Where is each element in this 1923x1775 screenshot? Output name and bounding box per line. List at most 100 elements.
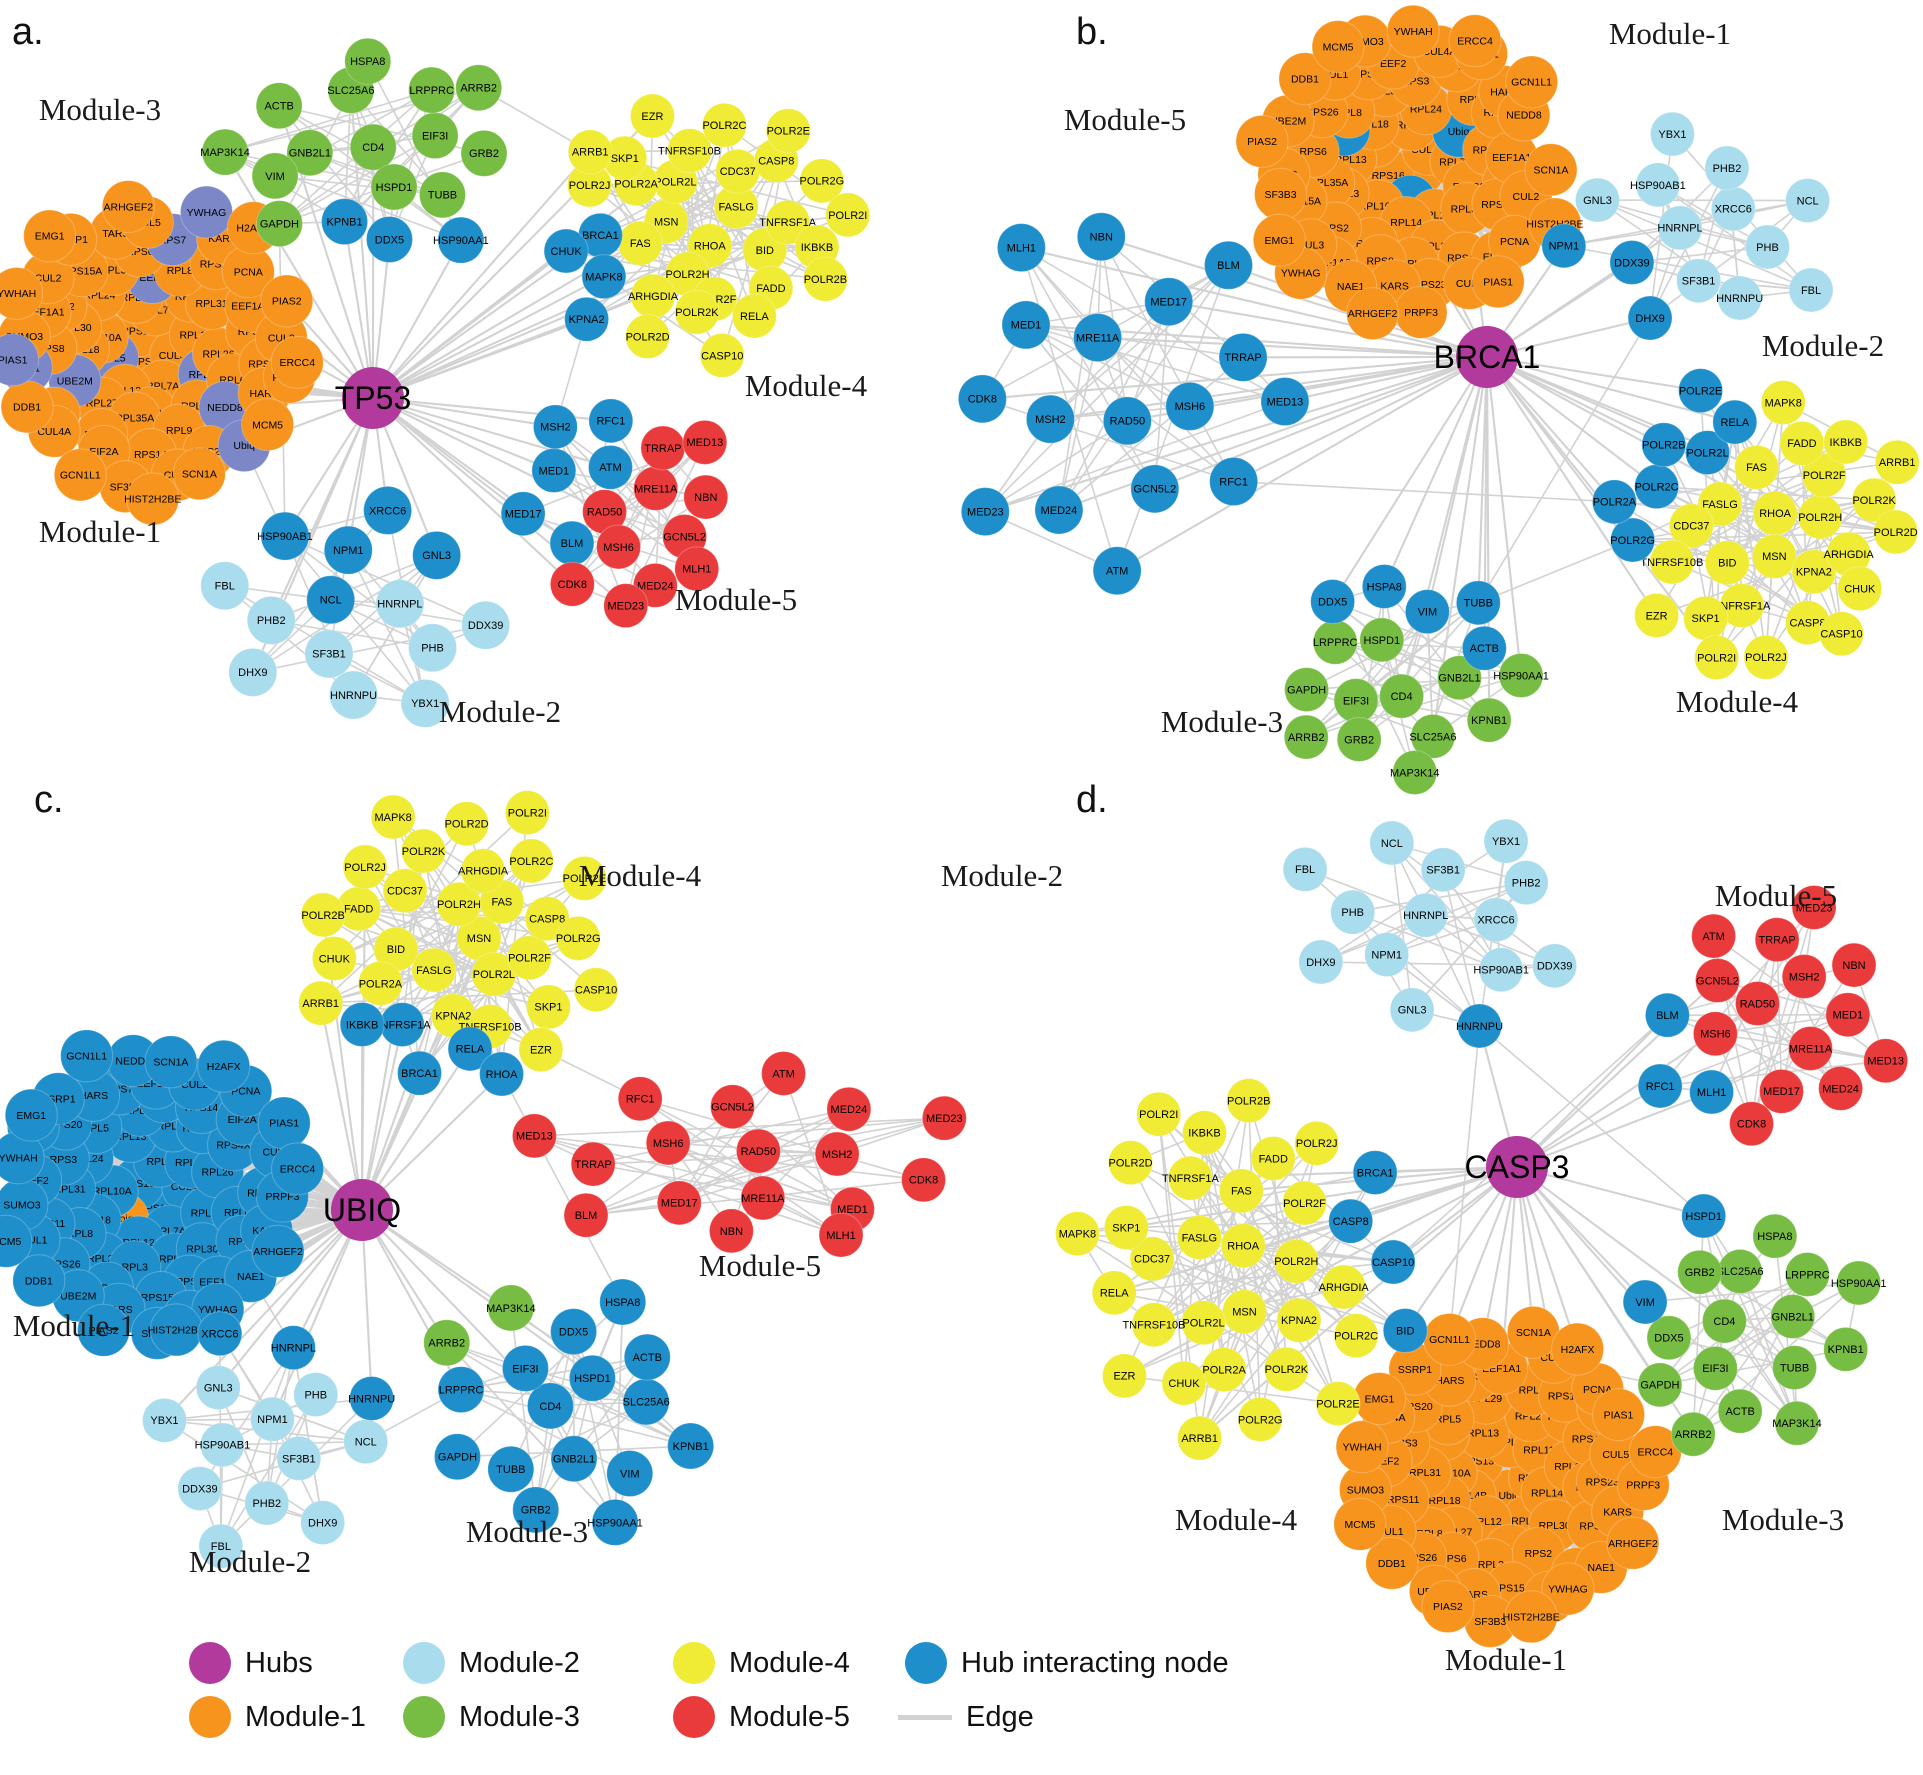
node-arhgef2[interactable]: ARHGEF2	[101, 180, 155, 234]
node-atm[interactable]: ATM	[587, 444, 633, 490]
node-h2afx[interactable]: H2AFX	[197, 1039, 251, 1093]
node-ddx5[interactable]: DDX5	[550, 1308, 598, 1356]
node-hspd1[interactable]: HSPD1	[370, 163, 418, 211]
node-fas[interactable]: FAS	[617, 220, 663, 266]
node-ikbkb[interactable]: IKBKB	[1181, 1110, 1227, 1156]
node-chuk[interactable]: CHUK	[1161, 1360, 1207, 1406]
node-kpna2[interactable]: KPNA2	[1276, 1297, 1322, 1343]
node-cdc37[interactable]: CDC37	[382, 868, 428, 914]
node-polr2e[interactable]: POLR2E	[1315, 1381, 1361, 1427]
node-cd4[interactable]: CD4	[1701, 1298, 1747, 1344]
node-polr2g[interactable]: POLR2G	[555, 915, 601, 961]
node-mapk8[interactable]: MAPK8	[1054, 1211, 1100, 1257]
node-ddx39[interactable]: DDX39	[461, 600, 511, 650]
node-polr2b[interactable]: POLR2B	[300, 892, 346, 938]
node-polr2f[interactable]: POLR2F	[506, 935, 552, 981]
node-gnb2l1[interactable]: GNB2L1	[550, 1435, 598, 1483]
node-nbn[interactable]: NBN	[683, 474, 729, 520]
node-mre11a[interactable]: MRE11A	[1787, 1025, 1833, 1071]
node-ncl[interactable]: NCL	[343, 1419, 389, 1465]
node-lrpprc[interactable]: LRPPRC	[437, 1366, 485, 1414]
node-actb[interactable]: ACTB	[623, 1333, 671, 1381]
node-gnl3[interactable]: GNL3	[1574, 177, 1620, 223]
node-polr2c[interactable]: POLR2C	[701, 102, 747, 148]
node-msh6[interactable]: MSH6	[645, 1120, 691, 1166]
node-scn1a[interactable]: SCN1A	[1524, 143, 1578, 197]
node-eif3i[interactable]: EIF3I	[411, 112, 459, 160]
node-polr2i[interactable]: POLR2I	[1136, 1091, 1182, 1137]
node-emg1[interactable]: EMG1	[1353, 1372, 1407, 1426]
node-fas[interactable]: FAS	[1218, 1168, 1264, 1214]
node-polr2l[interactable]: POLR2L	[1181, 1300, 1227, 1346]
node-tubb[interactable]: TUBB	[487, 1445, 535, 1493]
node-msh2[interactable]: MSH2	[532, 404, 578, 450]
node-chuk[interactable]: CHUK	[311, 935, 357, 981]
hub-node-ubiq[interactable]: UBIQ	[323, 1179, 401, 1241]
node-polr2k[interactable]: POLR2K	[674, 289, 720, 335]
node-ezr[interactable]: EZR	[629, 93, 675, 139]
node-polr2c[interactable]: POLR2C	[508, 838, 554, 884]
node-med24[interactable]: MED24	[1818, 1065, 1864, 1111]
node-polr2f[interactable]: POLR2F	[1281, 1180, 1327, 1226]
node-ddx39[interactable]: DDX39	[177, 1466, 223, 1512]
node-pias2[interactable]: PIAS2	[1235, 114, 1289, 168]
node-med13[interactable]: MED13	[682, 419, 728, 465]
node-lrpprc[interactable]: LRPPRC	[1312, 619, 1358, 665]
node-bid[interactable]: BID	[1704, 540, 1750, 586]
node-ywhag[interactable]: YWHAG	[179, 185, 233, 239]
hub-node-casp3[interactable]: CASP3	[1465, 1136, 1570, 1198]
node-chuk[interactable]: CHUK	[543, 228, 589, 274]
node-fadd[interactable]: FADD	[1250, 1135, 1296, 1181]
node-tubb[interactable]: TUBB	[418, 171, 466, 219]
node-polr2d[interactable]: POLR2D	[1108, 1140, 1154, 1186]
node-sf3b1[interactable]: SF3B1	[1676, 258, 1722, 304]
node-gnl3[interactable]: GNL3	[412, 530, 462, 580]
node-cdk8[interactable]: CDK8	[957, 374, 1007, 424]
node-rad50[interactable]: RAD50	[1734, 981, 1780, 1027]
node-fbl[interactable]: FBL	[1282, 846, 1328, 892]
node-gapdh[interactable]: GAPDH	[433, 1433, 481, 1481]
node-slc25a6[interactable]: SLC25A6	[623, 1378, 670, 1426]
node-ikbkb[interactable]: IKBKB	[1823, 419, 1869, 465]
node-gapdh[interactable]: GAPDH	[255, 200, 303, 248]
node-msh6[interactable]: MSH6	[596, 524, 642, 570]
node-rad50[interactable]: RAD50	[735, 1128, 781, 1174]
hub-node-brca1[interactable]: BRCA1	[1434, 326, 1541, 388]
node-grb2[interactable]: GRB2	[1336, 716, 1382, 762]
node-nbn[interactable]: NBN	[1076, 212, 1126, 262]
node-mcm5[interactable]: MCM5	[1333, 1497, 1387, 1551]
node-ncl[interactable]: NCL	[1369, 820, 1415, 866]
node-pias2[interactable]: PIAS2	[1421, 1580, 1475, 1634]
node-fadd[interactable]: FADD	[1779, 420, 1825, 466]
node-kpnb1[interactable]: KPNB1	[1823, 1326, 1869, 1372]
node-ercc4[interactable]: ERCC4	[270, 335, 324, 389]
hub-node-tp53[interactable]: TP53	[335, 367, 411, 429]
node-casp10[interactable]: CASP10	[1819, 611, 1865, 657]
node-atm[interactable]: ATM	[761, 1050, 807, 1096]
node-actb[interactable]: ACTB	[1461, 625, 1507, 671]
node-ybx1[interactable]: YBX1	[1483, 818, 1529, 864]
node-rfc1[interactable]: RFC1	[1209, 457, 1259, 507]
node-blm[interactable]: BLM	[549, 520, 595, 566]
node-atm[interactable]: ATM	[1691, 913, 1737, 959]
node-kpnb1[interactable]: KPNB1	[667, 1422, 715, 1470]
node-casp10[interactable]: CASP10	[1370, 1239, 1416, 1285]
node-phb2[interactable]: PHB2	[246, 595, 296, 645]
node-mre11a[interactable]: MRE11A	[740, 1175, 786, 1221]
node-arrb2[interactable]: ARRB2	[1670, 1411, 1716, 1457]
node-arrb2[interactable]: ARRB2	[423, 1319, 471, 1367]
node-grb2[interactable]: GRB2	[460, 129, 508, 177]
node-cdc37[interactable]: CDC37	[715, 148, 761, 194]
node-phb[interactable]: PHB	[1330, 889, 1376, 935]
node-rhoa[interactable]: RHOA	[1220, 1223, 1266, 1269]
node-med17[interactable]: MED17	[500, 491, 546, 537]
node-msh6[interactable]: MSH6	[1692, 1011, 1738, 1057]
node-ncl[interactable]: NCL	[1785, 178, 1831, 224]
node-fbl[interactable]: FBL	[200, 561, 250, 611]
node-scn1a[interactable]: SCN1A	[144, 1035, 198, 1089]
node-chuk[interactable]: CHUK	[1837, 566, 1883, 612]
node-fas[interactable]: FAS	[1734, 444, 1780, 490]
node-polr2h[interactable]: POLR2H	[1273, 1238, 1319, 1284]
node-mlh1[interactable]: MLH1	[818, 1212, 864, 1258]
node-polr2k[interactable]: POLR2K	[1263, 1346, 1309, 1392]
